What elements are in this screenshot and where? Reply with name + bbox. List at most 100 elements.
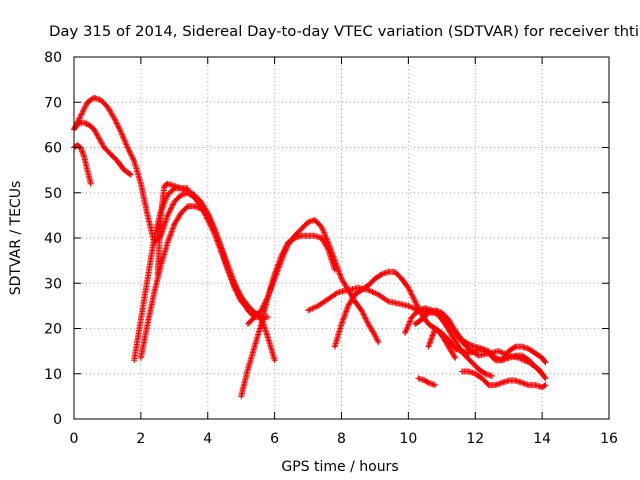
data-point	[467, 343, 470, 346]
data-point	[166, 241, 169, 244]
data-point	[93, 128, 95, 131]
data-point	[507, 379, 510, 382]
data-point	[404, 332, 406, 334]
data-point	[267, 296, 269, 298]
y-tick-label: 30	[44, 276, 62, 292]
data-point	[481, 377, 483, 380]
x-tick-label: 14	[533, 431, 551, 447]
data-point	[113, 117, 115, 119]
data-point	[253, 311, 256, 314]
series-s13	[425, 325, 546, 377]
data-point	[273, 359, 276, 361]
data-point	[267, 336, 269, 339]
data-point	[444, 323, 446, 325]
data-point	[534, 352, 537, 355]
data-point	[374, 277, 376, 280]
y-tick-label: 10	[44, 367, 62, 383]
data-point	[300, 234, 303, 237]
data-point	[507, 357, 510, 359]
data-point	[200, 201, 202, 203]
data-point	[116, 160, 119, 162]
data-point	[541, 357, 543, 359]
data-point	[206, 214, 209, 217]
data-point	[474, 350, 477, 352]
data-point	[180, 187, 182, 190]
data-point	[166, 214, 169, 217]
data-point	[347, 305, 349, 307]
data-point	[467, 370, 470, 373]
data-point	[417, 309, 420, 312]
data-point	[414, 323, 416, 325]
data-point	[103, 146, 105, 149]
x-tick-label: 2	[136, 431, 145, 447]
data-point	[79, 115, 82, 117]
data-point	[140, 318, 142, 321]
data-point	[240, 300, 242, 303]
y-tick-label: 0	[53, 412, 62, 428]
data-point	[434, 309, 436, 312]
data-point	[494, 357, 497, 359]
data-point	[86, 169, 89, 171]
data-point	[163, 185, 166, 187]
data-point	[544, 384, 547, 386]
data-point	[454, 329, 456, 332]
data-point	[374, 334, 376, 337]
data-point	[387, 271, 390, 273]
data-point	[514, 379, 517, 382]
data-point	[334, 345, 336, 348]
data-point	[247, 323, 249, 325]
data-point	[487, 350, 490, 352]
data-point	[320, 225, 323, 228]
data-point	[200, 207, 202, 210]
data-point	[186, 205, 189, 208]
data-point	[327, 241, 329, 244]
data-point	[83, 121, 85, 124]
data-point	[193, 194, 196, 196]
data-point	[447, 318, 450, 321]
y-tick-label: 50	[44, 186, 62, 202]
chart-title: Day 315 of 2014, Sidereal Day-to-day VTE…	[49, 24, 639, 40]
data-point	[377, 293, 380, 296]
data-point	[253, 345, 256, 348]
data-point	[441, 311, 443, 314]
data-point	[534, 366, 537, 368]
data-point	[337, 291, 339, 294]
data-point	[484, 372, 487, 375]
data-point	[541, 386, 543, 389]
series-s5	[137, 203, 271, 361]
data-point	[521, 382, 523, 384]
data-point	[380, 273, 383, 276]
x-tick-label: 8	[337, 431, 346, 447]
data-point	[156, 273, 159, 276]
data-point	[527, 384, 530, 386]
data-point	[166, 182, 169, 185]
x-tick-label: 4	[203, 431, 212, 447]
x-tick-label: 0	[70, 431, 79, 447]
x-tick-label: 16	[600, 431, 618, 447]
data-point	[88, 124, 90, 126]
data-point	[193, 205, 196, 208]
data-point	[514, 354, 517, 357]
data-point	[130, 173, 132, 176]
data-point	[287, 243, 289, 246]
data-point	[514, 345, 517, 348]
data-point	[260, 309, 263, 312]
data-point	[320, 237, 323, 239]
grid-lines	[74, 57, 609, 419]
data-point	[394, 271, 396, 273]
data-point	[313, 219, 316, 221]
data-point	[360, 309, 363, 312]
data-point	[497, 350, 500, 352]
data-point	[354, 293, 356, 296]
data-point	[471, 361, 473, 364]
data-point	[240, 395, 242, 398]
data-point	[427, 311, 430, 314]
data-point	[427, 323, 430, 325]
data-point	[387, 300, 390, 303]
data-point	[300, 228, 303, 230]
data-point	[146, 214, 149, 217]
data-point	[247, 307, 249, 309]
data-point	[166, 194, 169, 196]
data-point	[109, 153, 112, 156]
